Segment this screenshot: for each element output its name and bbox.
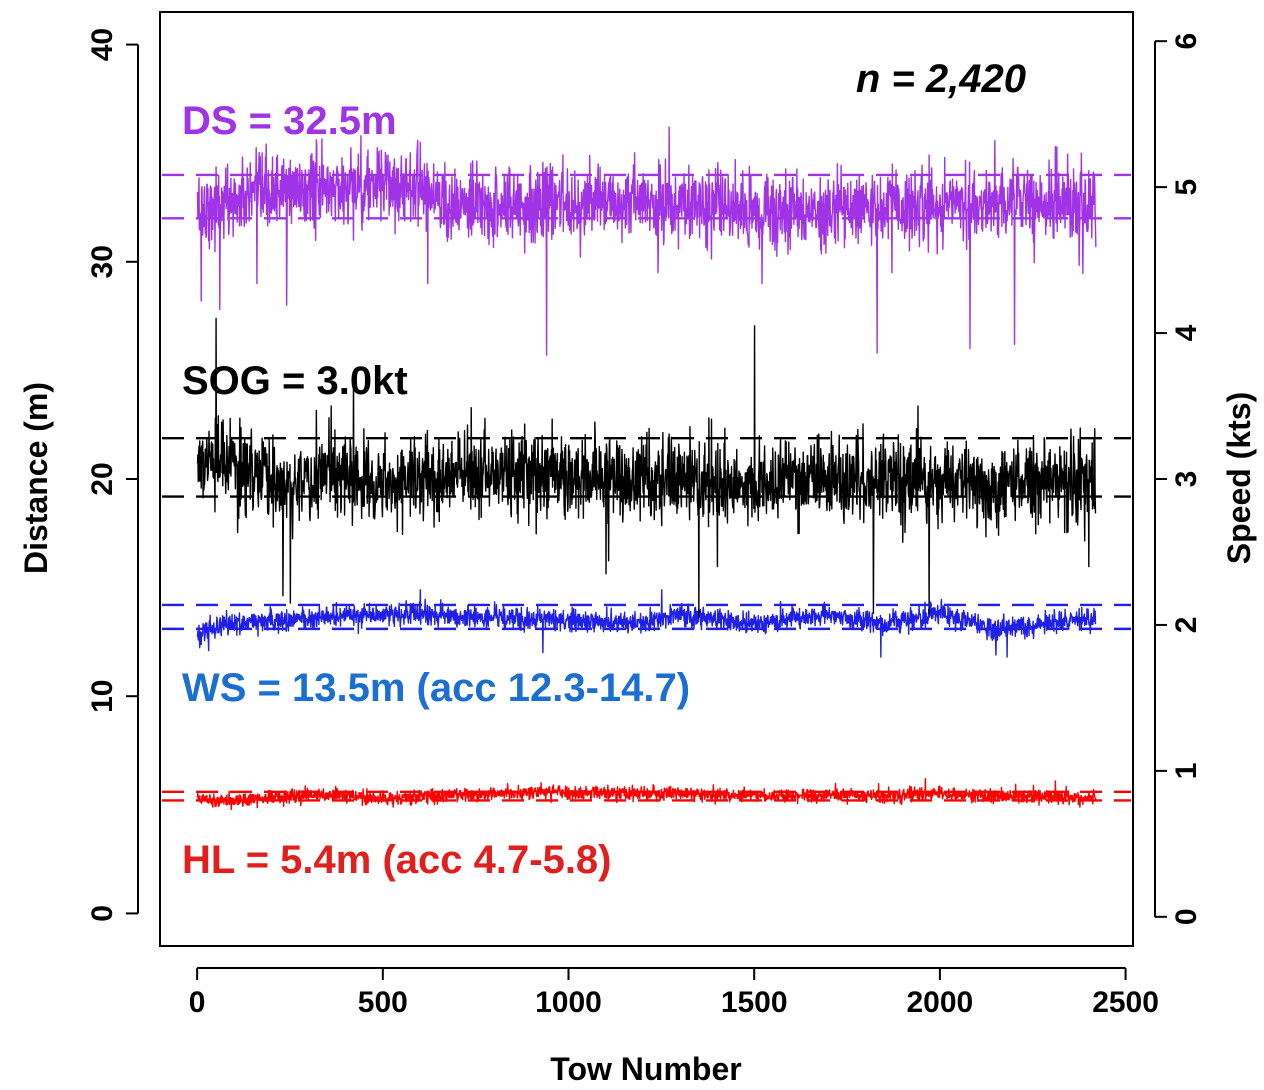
y2-tick-label: 2 — [1170, 617, 1203, 634]
y-tick-label: 30 — [86, 245, 119, 278]
y2-tick-label: 4 — [1170, 324, 1203, 341]
series-label-hl: HL = 5.4m (acc 4.7-5.8) — [182, 838, 612, 882]
x-tick-label: 1000 — [535, 986, 602, 1019]
reference-lines — [162, 173, 1131, 802]
x-tick-label: 500 — [358, 986, 408, 1019]
y-tick-label: 10 — [86, 680, 119, 713]
x-tick-label: 2000 — [907, 986, 974, 1019]
sample-size-annotation: n = 2,420 — [856, 57, 1026, 101]
x-tick-label: 0 — [189, 986, 206, 1019]
y-axis-left: 0 10 20 30 40 — [86, 28, 139, 922]
series-line-ds — [196, 126, 1097, 356]
y2-tick-label: 3 — [1170, 471, 1203, 488]
series-label-sog: SOG = 3.0kt — [182, 359, 408, 403]
y2-tick-label: 5 — [1170, 179, 1203, 196]
y-tick-label: 20 — [86, 462, 119, 495]
x-axis: 0 500 1000 1500 2000 2500 — [189, 967, 1159, 1019]
y-axis-right: 0 1 2 3 4 5 6 — [1154, 33, 1203, 925]
y2-tick-label: 1 — [1170, 763, 1203, 780]
plot-box — [159, 11, 1134, 947]
y2-tick-label: 0 — [1170, 908, 1203, 925]
series-line-sog — [196, 317, 1097, 619]
x-tick-label: 2500 — [1092, 986, 1159, 1019]
y-tick-label: 40 — [86, 28, 119, 61]
y-axis-title: Distance (m) — [18, 382, 54, 574]
series-group — [196, 126, 1097, 811]
series-line-hl — [196, 778, 1097, 811]
plot-frame — [159, 11, 1134, 947]
series-label-ds: DS = 32.5m — [182, 99, 397, 143]
x-tick-label: 1500 — [721, 986, 788, 1019]
series-line-ws — [196, 589, 1097, 658]
x-axis-title: Tow Number — [550, 1051, 741, 1087]
series-label-ws: WS = 13.5m (acc 12.3-14.7) — [182, 666, 690, 710]
y-tick-label: 0 — [86, 905, 119, 922]
y2-axis-title: Speed (kts) — [1221, 392, 1257, 564]
y2-tick-label: 6 — [1170, 33, 1203, 50]
series-labels: DS = 32.5m SOG = 3.0kt WS = 13.5m (acc 1… — [182, 99, 690, 882]
